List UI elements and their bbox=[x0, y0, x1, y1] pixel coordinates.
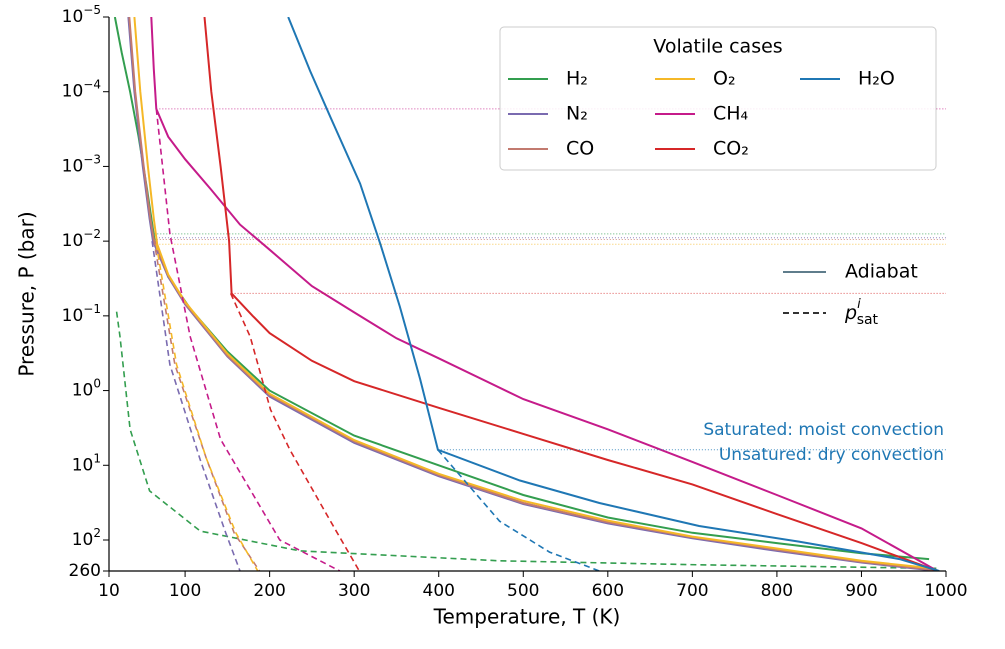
legend-label: CH₄ bbox=[713, 103, 749, 125]
y-tick-base: 10 bbox=[62, 306, 84, 326]
psat-p: p bbox=[844, 302, 857, 324]
style-legend-label: Adiabat bbox=[845, 261, 918, 283]
legend-title: Volatile cases bbox=[653, 36, 782, 58]
y-tick-exponent: 1 bbox=[93, 451, 101, 465]
psat-sup: i bbox=[857, 297, 861, 312]
psat-sub: sat bbox=[857, 312, 879, 328]
x-axis-label: Temperature, T (K) bbox=[433, 605, 621, 629]
y-tick-base: 10 bbox=[62, 7, 84, 27]
legend-label: N₂ bbox=[566, 103, 588, 125]
style-legend-label: pi sat bbox=[844, 297, 879, 329]
saturation-curve bbox=[151, 240, 241, 571]
y-tick-label: 260 bbox=[69, 561, 101, 581]
x-tick-label: 900 bbox=[845, 581, 877, 601]
x-tick-label: 100 bbox=[169, 581, 201, 601]
y-tick-base: 10 bbox=[62, 231, 84, 251]
y-tick-label: 10−5 bbox=[62, 3, 101, 28]
x-tick-label: 500 bbox=[507, 581, 539, 601]
x-tick-label: 300 bbox=[338, 581, 370, 601]
y-tick-label: 101 bbox=[72, 451, 101, 476]
annotation: Unsatured: dry convection bbox=[719, 445, 944, 465]
y-tick-exponent: −2 bbox=[83, 227, 101, 241]
y-tick-label: 10−1 bbox=[62, 301, 101, 326]
y-tick-exponent: −1 bbox=[83, 301, 101, 315]
legend-box bbox=[499, 26, 937, 171]
annotation: Saturated: moist convection bbox=[703, 420, 944, 440]
legend-label: O₂ bbox=[713, 68, 736, 90]
saturation-curve bbox=[229, 293, 360, 571]
saturation-curve bbox=[153, 239, 261, 571]
y-tick-exponent: −4 bbox=[83, 77, 101, 91]
x-tick-label: 700 bbox=[676, 581, 708, 601]
y-tick-base: 10 bbox=[72, 530, 94, 550]
adiabat-curve bbox=[133, 17, 934, 570]
legend-label: CO bbox=[566, 138, 594, 160]
adiabat-curve bbox=[287, 17, 940, 571]
y-axis-label: Pressure, P (bar) bbox=[15, 211, 39, 376]
x-tick-label: 10 bbox=[98, 581, 120, 601]
plot-area bbox=[113, 17, 946, 571]
saturation-curve bbox=[115, 311, 940, 570]
y-tick-label: 100 bbox=[72, 376, 101, 401]
adiabat-curve bbox=[203, 17, 938, 571]
adiabat-curve bbox=[113, 17, 930, 561]
y-tick-label: 10−2 bbox=[62, 227, 101, 252]
y-tick-base: 10 bbox=[72, 455, 94, 475]
y-tick-label: 10−4 bbox=[62, 77, 101, 102]
y-tick-exponent: 0 bbox=[93, 376, 101, 390]
x-tick-label: 600 bbox=[592, 581, 624, 601]
y-tick-exponent: −5 bbox=[83, 3, 101, 17]
y-tick-base: 10 bbox=[62, 156, 84, 176]
y-tick-exponent: 2 bbox=[93, 525, 101, 539]
saturation-curve bbox=[437, 449, 600, 571]
legend-label: CO₂ bbox=[713, 138, 749, 160]
legend-label: H₂O bbox=[858, 68, 895, 90]
legend-label: H₂ bbox=[566, 68, 588, 90]
y-tick-label: 10−3 bbox=[62, 152, 101, 177]
adiabat-curve bbox=[150, 17, 938, 571]
y-tick-label: 102 bbox=[72, 525, 101, 550]
y-tick-exponent: −3 bbox=[83, 152, 101, 166]
x-tick-label: 200 bbox=[253, 581, 285, 601]
x-tick-label: 1000 bbox=[924, 581, 967, 601]
x-tick-label: 400 bbox=[423, 581, 455, 601]
saturation-curve bbox=[155, 244, 259, 571]
y-tick-base: 10 bbox=[72, 381, 94, 401]
x-tick-label: 800 bbox=[761, 581, 793, 601]
saturation-curve bbox=[155, 108, 341, 571]
y-tick-base: 10 bbox=[62, 82, 84, 102]
